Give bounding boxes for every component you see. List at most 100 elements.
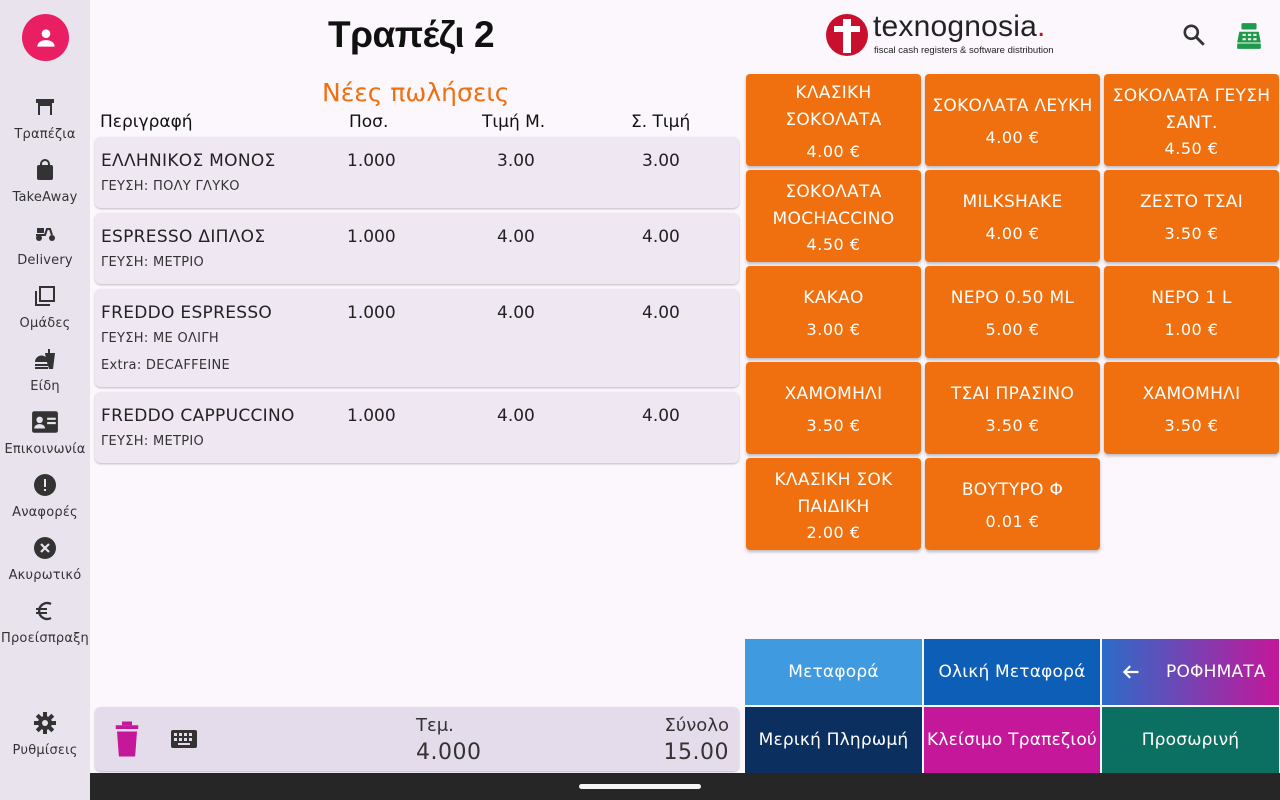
item-quantity: 1.000 bbox=[347, 227, 396, 247]
product-name: ΝΕΡΟ 0.50 ML bbox=[950, 288, 1075, 308]
order-row[interactable]: ESPRESSO ΔΙΠΛΟΣ 1.000 4.00 4.00 ΓΕΥΣΗ: Μ… bbox=[95, 213, 739, 284]
column-header-unit-price: Τιμή Μ. bbox=[482, 112, 546, 132]
sidebar-item-label: Αναφορές bbox=[12, 505, 78, 520]
temporary-button[interactable]: Προσωρινή bbox=[1102, 707, 1279, 773]
partial-payment-button[interactable]: Μερική Πληρωμή bbox=[745, 707, 922, 773]
sidebar-item-label: Τραπέζια bbox=[14, 127, 76, 142]
items-count-value: 4.000 bbox=[416, 740, 482, 765]
item-name: FREDDO CAPPUCCINO bbox=[101, 406, 295, 426]
product-name: MILKSHAKE bbox=[962, 192, 1063, 212]
keyboard-button[interactable] bbox=[171, 729, 197, 753]
item-unit-price: 3.00 bbox=[497, 151, 535, 171]
product-tile[interactable]: ΤΣΑΙ ΠΡΑΣΙΝΟ 3.50 € bbox=[925, 362, 1100, 454]
category-label: ΡΟΦΗΜΑΤΑ bbox=[1166, 662, 1266, 682]
sidebar-item-cancel[interactable]: Ακυρωτικό bbox=[0, 536, 90, 583]
product-name: ΚΛΑΣΙΚΗ ΣΟΚ ΠΑΙΔΙΚΗ bbox=[774, 469, 893, 517]
arrow-back-icon bbox=[1122, 665, 1139, 679]
product-name: ΧΑΜΟΜΗΛΙ bbox=[784, 384, 883, 404]
person-icon bbox=[36, 28, 55, 47]
product-name: ΣΟΚΟΛΑΤΑ MOCHACCINO bbox=[772, 181, 895, 229]
logo-word: texnognosia bbox=[873, 10, 1037, 43]
item-total: 4.00 bbox=[642, 406, 680, 426]
delete-button[interactable] bbox=[112, 721, 142, 761]
item-unit-price: 4.00 bbox=[497, 406, 535, 426]
euro-icon bbox=[36, 601, 52, 621]
order-row[interactable]: FREDDO CAPPUCCINO 1.000 4.00 4.00 ΓΕΥΣΗ:… bbox=[95, 392, 739, 463]
sidebar-item-label: Προείσπραξη bbox=[1, 631, 89, 646]
trash-icon bbox=[115, 721, 139, 757]
shopping-bag-icon bbox=[37, 159, 53, 180]
product-name: ΝΕΡΟ 1 L bbox=[1151, 288, 1232, 308]
gear-icon bbox=[34, 712, 56, 734]
cash-register-button[interactable] bbox=[1236, 22, 1262, 54]
total-value: 15.00 bbox=[663, 740, 729, 765]
total-label: Σύνολο bbox=[664, 715, 729, 736]
item-extra: Extra: DECAFFEINE bbox=[101, 358, 231, 373]
sidebar-item-delivery[interactable]: Delivery bbox=[0, 221, 90, 268]
sidebar-item-prepayment[interactable]: Προείσπραξη bbox=[0, 599, 90, 646]
item-name: ΕΛΛΗΝΙΚΟΣ ΜΟΝΟΣ bbox=[101, 151, 276, 171]
product-tile[interactable]: ΝΕΡΟ 0.50 ML 5.00 € bbox=[925, 266, 1100, 358]
product-name: ΧΑΜΟΜΗΛΙ bbox=[1142, 384, 1241, 404]
product-tile[interactable]: MILKSHAKE 4.00 € bbox=[925, 170, 1100, 262]
product-price: 4.00 € bbox=[806, 141, 861, 161]
category-back-button[interactable]: ΡΟΦΗΜΑΤΑ bbox=[1102, 639, 1279, 705]
column-header-quantity: Ποσ. bbox=[349, 112, 389, 132]
sidebar-item-label: Ακυρωτικό bbox=[8, 568, 82, 583]
item-total: 4.00 bbox=[642, 227, 680, 247]
product-tile[interactable]: ΒΟΥΤΥΡΟ Φ 0.01 € bbox=[925, 458, 1100, 550]
logo-tagline: fiscal cash registers & software distrib… bbox=[874, 45, 1054, 56]
sidebar-item-label: Ομάδες bbox=[19, 316, 71, 331]
home-gesture-handle[interactable] bbox=[579, 784, 701, 789]
sidebar-item-settings[interactable]: Ρυθμίσεις bbox=[0, 711, 90, 758]
order-row[interactable]: FREDDO ESPRESSO 1.000 4.00 4.00 ΓΕΥΣΗ: Μ… bbox=[95, 289, 739, 387]
product-tile[interactable]: ΚΛΑΣΙΚΗ ΣΟΚ ΠΑΙΔΙΚΗ 2.00 € bbox=[746, 458, 921, 550]
product-tile[interactable]: ΣΟΚΟΛΑΤΑ MOCHACCINO 4.50 € bbox=[746, 170, 921, 262]
product-tile[interactable]: ΣΟΚΟΛΑΤΑ ΓΕΥΣΗ ΣΑΝΤ. 4.50 € bbox=[1104, 74, 1279, 166]
item-note: ΓΕΥΣΗ: ΜΕ ΟΛΙΓΗ bbox=[101, 331, 219, 346]
item-quantity: 1.000 bbox=[347, 303, 396, 323]
cash-register-icon bbox=[1237, 23, 1261, 49]
product-price: 3.50 € bbox=[806, 416, 861, 435]
sidebar-item-products[interactable]: Είδη bbox=[0, 347, 90, 394]
sidebar-item-reports[interactable]: Αναφορές bbox=[0, 473, 90, 520]
item-unit-price: 4.00 bbox=[497, 303, 535, 323]
sidebar-item-label: Ρυθμίσεις bbox=[12, 743, 78, 758]
product-tile[interactable]: ΣΟΚΟΛΑΤΑ ΛΕΥΚΗ 4.00 € bbox=[925, 74, 1100, 166]
product-price: 3.50 € bbox=[1164, 224, 1219, 243]
product-price: 3.00 € bbox=[806, 320, 861, 339]
item-note: ΓΕΥΣΗ: ΠΟΛΥ ΓΛΥΚΟ bbox=[101, 179, 240, 194]
product-tile[interactable]: ΚΛΑΣΙΚΗ ΣΟΚΟΛΑΤΑ 4.00 € bbox=[746, 74, 921, 166]
table-icon bbox=[36, 99, 54, 115]
order-row[interactable]: ΕΛΛΗΝΙΚΟΣ ΜΟΝΟΣ 1.000 3.00 3.00 ΓΕΥΣΗ: Π… bbox=[95, 137, 739, 208]
product-tile[interactable]: ΚΑΚΑΟ 3.00 € bbox=[746, 266, 921, 358]
product-tile[interactable]: ΧΑΜΟΜΗΛΙ 3.50 € bbox=[1104, 362, 1279, 454]
close-table-button[interactable]: Κλείσιμο Τραπεζιού bbox=[924, 707, 1100, 773]
sidebar-item-groups[interactable]: Ομάδες bbox=[0, 284, 90, 331]
logo: texnognosia. fiscal cash registers & sof… bbox=[826, 10, 1056, 60]
search-icon bbox=[1183, 24, 1205, 46]
product-tile[interactable]: ΧΑΜΟΜΗΛΙ 3.50 € bbox=[746, 362, 921, 454]
product-name: ΚΑΚΑΟ bbox=[803, 288, 864, 308]
product-price: 1.00 € bbox=[1164, 320, 1219, 339]
fastfood-icon bbox=[35, 349, 55, 369]
product-tile[interactable]: ΖΕΣΤΟ ΤΣΑΙ 3.50 € bbox=[1104, 170, 1279, 262]
section-title-new-sales: Νέες πωλήσεις bbox=[322, 78, 510, 107]
item-total: 3.00 bbox=[642, 151, 680, 171]
product-price: 4.00 € bbox=[985, 224, 1040, 243]
item-note: ΓΕΥΣΗ: ΜΕΤΡΙΟ bbox=[101, 255, 205, 270]
product-tile[interactable]: ΝΕΡΟ 1 L 1.00 € bbox=[1104, 266, 1279, 358]
sidebar-item-takeaway[interactable]: TakeAway bbox=[0, 158, 90, 205]
sidebar-item-tables[interactable]: Τραπέζια bbox=[0, 95, 90, 142]
sidebar-item-contact[interactable]: Επικοινωνία bbox=[0, 410, 90, 457]
cancel-icon bbox=[34, 537, 56, 559]
keyboard-icon bbox=[171, 730, 197, 748]
search-button[interactable] bbox=[1181, 22, 1207, 52]
product-price: 4.50 € bbox=[806, 234, 861, 254]
product-name: ΣΟΚΟΛΑΤΑ ΛΕΥΚΗ bbox=[932, 96, 1093, 116]
product-price: 5.00 € bbox=[985, 320, 1040, 339]
transfer-button[interactable]: Μεταφορά bbox=[745, 639, 922, 705]
full-transfer-button[interactable]: Ολική Μεταφορά bbox=[924, 639, 1100, 705]
logo-dot: . bbox=[1037, 10, 1046, 43]
avatar[interactable] bbox=[22, 14, 69, 61]
